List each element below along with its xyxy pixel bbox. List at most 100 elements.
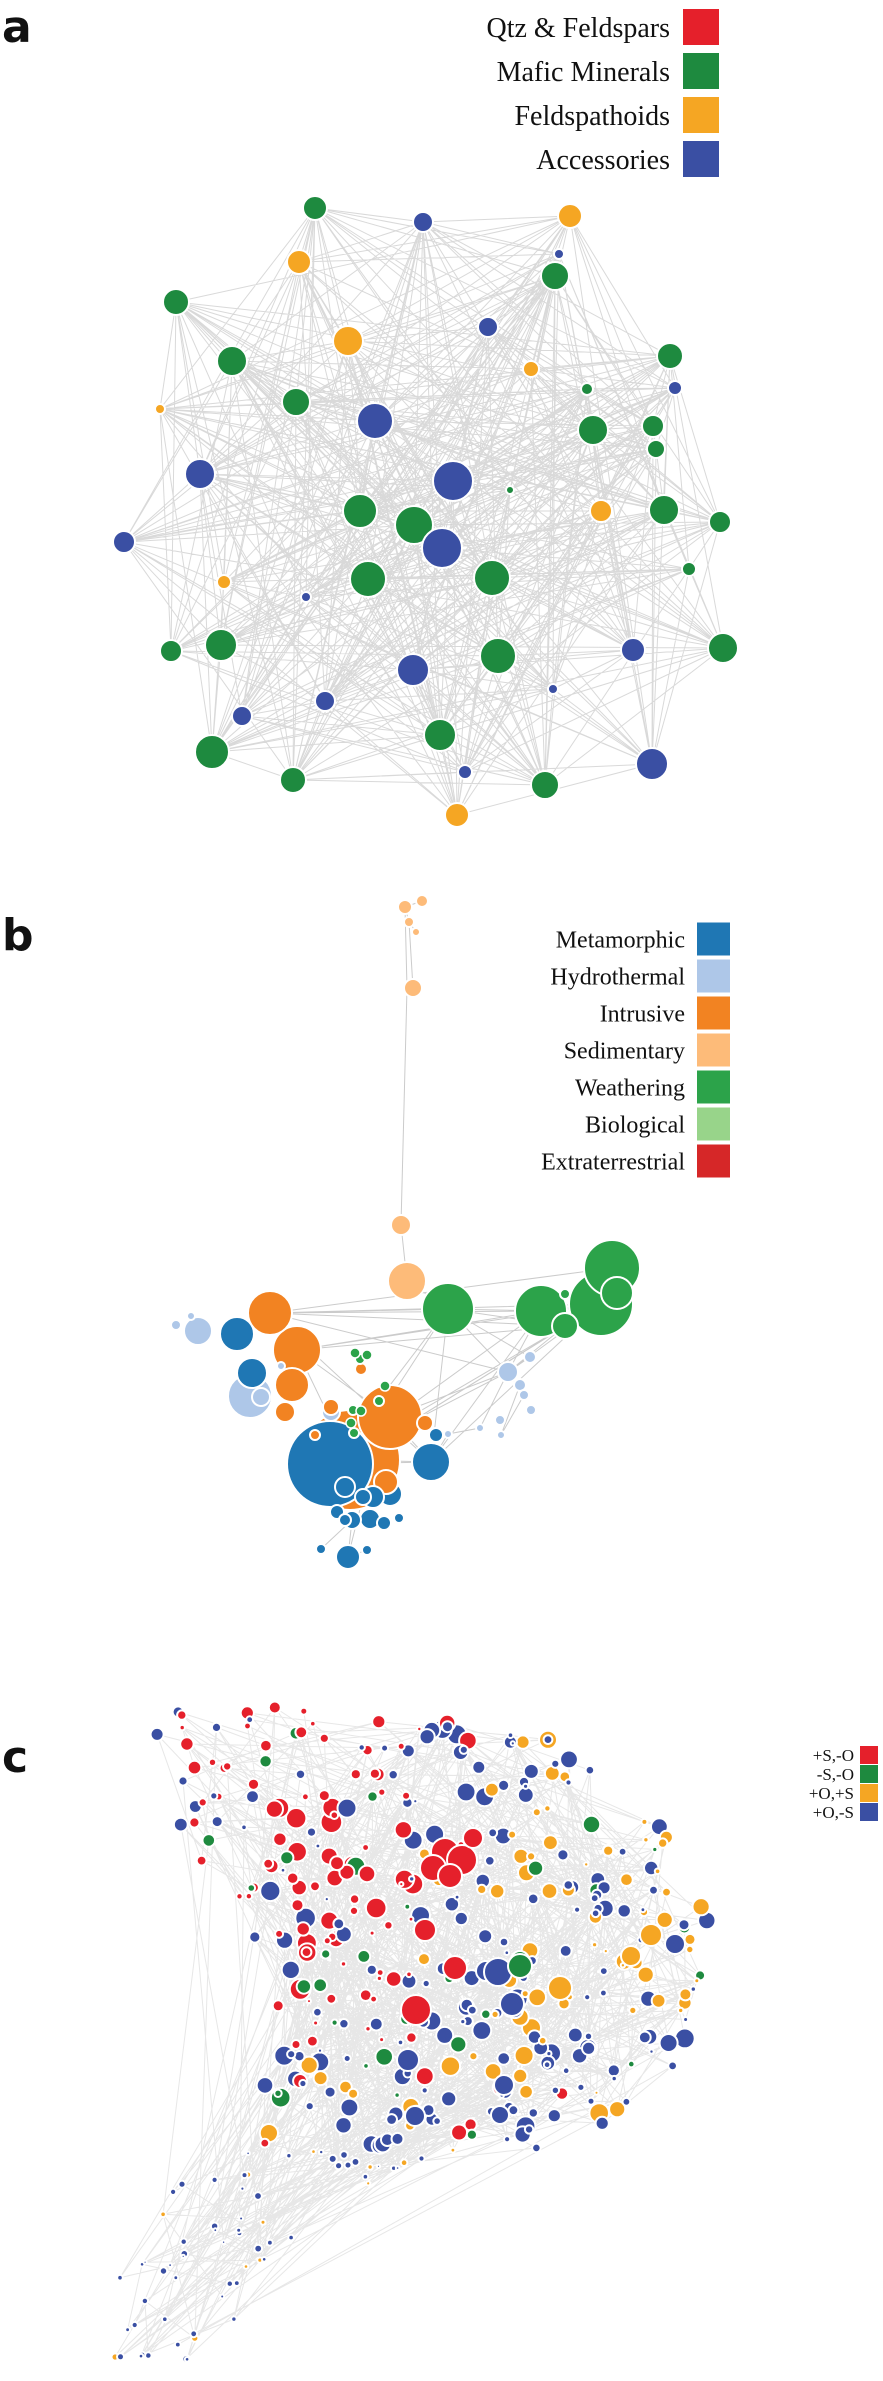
network-node bbox=[526, 1851, 537, 1862]
network-node bbox=[403, 978, 423, 998]
network-node bbox=[527, 2107, 539, 2119]
network-node bbox=[393, 1512, 405, 1524]
network-node bbox=[387, 1261, 427, 1301]
network-node bbox=[476, 1883, 488, 1896]
network-node bbox=[159, 639, 183, 663]
network-node bbox=[315, 1543, 327, 1555]
network-node bbox=[639, 1906, 647, 1914]
network-node bbox=[523, 2124, 535, 2135]
network-node bbox=[503, 1949, 511, 1956]
network-node bbox=[368, 1767, 381, 1780]
network-node bbox=[248, 1930, 262, 1944]
network-node bbox=[394, 2165, 401, 2171]
legend-label: Mafic Minerals bbox=[497, 57, 670, 88]
panel-c: c +S,-O-S,-O+O,+S+O,-S bbox=[2, 1700, 878, 2364]
network-node bbox=[635, 747, 669, 781]
network-node bbox=[338, 1863, 356, 1881]
network-node bbox=[240, 2171, 249, 2180]
network-node bbox=[483, 2062, 503, 2081]
network-node bbox=[177, 2179, 187, 2189]
network-node bbox=[349, 560, 387, 598]
network-node bbox=[361, 1544, 373, 1556]
network-node bbox=[188, 1816, 201, 1829]
network-node bbox=[636, 1965, 655, 1984]
network-node bbox=[274, 1367, 310, 1403]
network-node bbox=[312, 2070, 329, 2087]
network-node bbox=[357, 1864, 377, 1884]
network-node bbox=[523, 1350, 537, 1364]
network-node bbox=[561, 2066, 571, 2075]
network-node bbox=[195, 1854, 208, 1867]
network-node bbox=[309, 1719, 317, 1728]
network-node bbox=[525, 1404, 537, 1416]
network-node bbox=[375, 1974, 383, 1983]
legend-swatch bbox=[697, 1033, 730, 1067]
network-node bbox=[130, 2320, 139, 2330]
network-node bbox=[513, 2045, 535, 2066]
network-node bbox=[557, 203, 583, 229]
network-node bbox=[323, 1896, 330, 1903]
panel-a-letter: a bbox=[2, 2, 32, 53]
network-node bbox=[423, 718, 457, 752]
network-node bbox=[708, 510, 732, 534]
legend-swatch bbox=[697, 1107, 730, 1141]
network-node bbox=[301, 1792, 310, 1802]
network-node bbox=[279, 766, 307, 794]
network-node bbox=[354, 1488, 372, 1506]
network-node bbox=[279, 1866, 287, 1874]
network-node bbox=[455, 1781, 477, 1803]
network-node bbox=[348, 1893, 361, 1905]
network-node bbox=[396, 1741, 406, 1751]
network-node bbox=[149, 1726, 165, 1742]
legend-label: Feldspathoids bbox=[514, 101, 670, 132]
network-node bbox=[298, 2078, 308, 2089]
network-node bbox=[348, 1905, 360, 1917]
network-node bbox=[236, 1357, 268, 1389]
network-node bbox=[559, 1749, 579, 1770]
network-node bbox=[489, 1883, 506, 1900]
network-node bbox=[421, 527, 463, 569]
network-node bbox=[531, 1807, 542, 1818]
network-node bbox=[583, 1861, 590, 1868]
network-node bbox=[667, 380, 683, 396]
network-node bbox=[408, 1875, 416, 1883]
network-node bbox=[299, 2055, 319, 2075]
network-node bbox=[471, 1759, 487, 1775]
network-node bbox=[440, 2090, 458, 2108]
network-node bbox=[617, 1846, 628, 1857]
legend-label: Biological bbox=[585, 1112, 685, 1138]
network-node bbox=[312, 2019, 320, 2027]
panel-c-letter: c bbox=[2, 1732, 28, 1783]
network-node bbox=[338, 1513, 352, 1527]
network-node bbox=[616, 1903, 632, 1919]
network-node bbox=[475, 1423, 485, 1433]
network-node bbox=[621, 2096, 632, 2107]
network-node bbox=[648, 2048, 655, 2055]
network-node bbox=[526, 1892, 540, 1906]
network-node bbox=[520, 1989, 530, 1999]
network-node bbox=[401, 1790, 412, 1801]
network-node bbox=[518, 1389, 530, 1401]
legend-label: Intrusive bbox=[600, 1001, 685, 1027]
network-node bbox=[681, 561, 697, 577]
network-node bbox=[664, 1933, 686, 1955]
network-node bbox=[158, 2266, 169, 2276]
network-node bbox=[183, 2356, 191, 2363]
network-node bbox=[415, 894, 429, 908]
network-node bbox=[183, 1316, 213, 1346]
network-node bbox=[693, 1977, 701, 1985]
network-node bbox=[442, 1955, 468, 1981]
network-node bbox=[600, 1276, 634, 1310]
network-node bbox=[176, 1709, 188, 1721]
network-node bbox=[453, 1893, 461, 1901]
network-node bbox=[309, 1429, 321, 1441]
network-node bbox=[330, 2018, 339, 2027]
network-node bbox=[558, 1944, 573, 1958]
network-node bbox=[421, 1282, 475, 1336]
network-node bbox=[412, 211, 434, 233]
network-node bbox=[264, 1799, 284, 1819]
network-node bbox=[339, 2150, 349, 2160]
network-node bbox=[593, 2089, 600, 2096]
network-node bbox=[646, 439, 666, 459]
network-node bbox=[332, 325, 364, 357]
